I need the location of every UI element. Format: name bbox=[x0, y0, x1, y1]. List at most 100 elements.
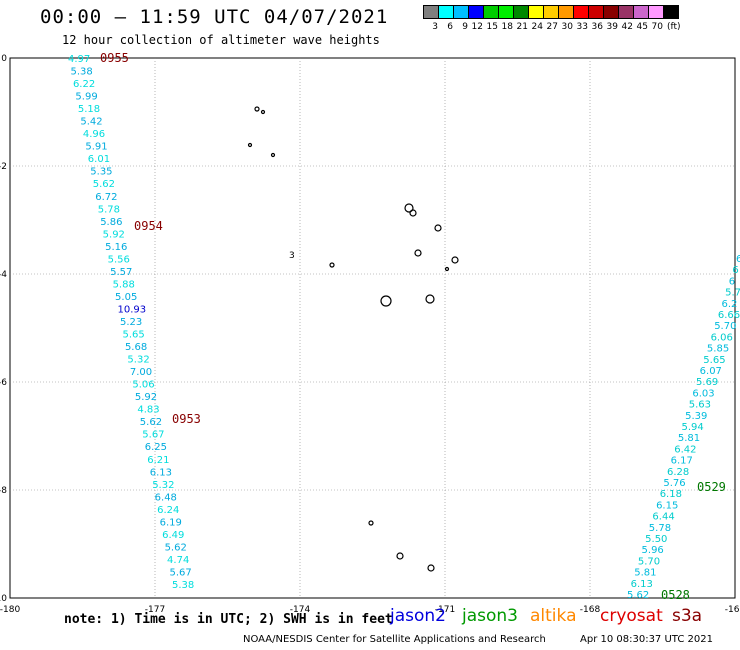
island-outline bbox=[270, 152, 276, 158]
satellite-legend-altika: altika bbox=[530, 606, 577, 626]
island-outline bbox=[254, 106, 260, 112]
island-label: 3 bbox=[289, 251, 295, 261]
wave-height-value: 6.17 bbox=[671, 456, 693, 467]
color-swatch bbox=[663, 5, 679, 19]
wave-height-value: 5.92 bbox=[103, 229, 125, 240]
wave-height-value: 6.72 bbox=[95, 192, 117, 203]
wave-height-value: 5.32 bbox=[152, 480, 174, 491]
wave-height-value: 5.81 bbox=[634, 568, 656, 579]
satellite-legend-s3a: s3a bbox=[672, 606, 703, 626]
wave-height-value: 6 bbox=[736, 254, 740, 265]
color-legend-label: 39 bbox=[606, 22, 618, 32]
wave-height-value: 5.81 bbox=[678, 433, 700, 444]
map-grid bbox=[9, 57, 736, 599]
color-legend-label: 3 bbox=[432, 22, 438, 32]
color-legend-unit: (ft) bbox=[667, 22, 681, 32]
y-tick-label: -10 bbox=[0, 594, 7, 604]
wave-height-value: 10.93 bbox=[118, 304, 147, 315]
island-outline bbox=[444, 266, 450, 272]
color-legend-label: 42 bbox=[621, 22, 633, 32]
wave-height-value: 6.13 bbox=[150, 467, 172, 478]
pass-time-label: 0528 bbox=[661, 588, 690, 602]
wave-height-value: 6.49 bbox=[162, 530, 184, 541]
wave-height-value: 6 bbox=[729, 276, 735, 287]
wave-height-value: 5.62 bbox=[165, 542, 187, 553]
wave-height-value: 5.06 bbox=[132, 380, 154, 391]
wave-height-value: 5.50 bbox=[645, 534, 667, 545]
wave-height-value: 6.06 bbox=[711, 332, 733, 343]
color-legend-label: 24 bbox=[531, 22, 543, 32]
x-tick-label: -180 bbox=[0, 605, 20, 615]
wave-height-value: 6.28 bbox=[667, 467, 689, 478]
wave-height-value: 5.62 bbox=[627, 590, 649, 601]
wave-height-value: 5.7 bbox=[725, 288, 740, 299]
y-tick-label: 0 bbox=[1, 54, 7, 64]
wave-height-value: 5.76 bbox=[663, 478, 685, 489]
color-legend-label: 18 bbox=[501, 22, 513, 32]
wave-height-value: 6.19 bbox=[160, 517, 182, 528]
wave-height-value: 6.21 bbox=[147, 455, 169, 466]
color-legend-label: 30 bbox=[561, 22, 573, 32]
pass-time-label: 0953 bbox=[172, 412, 201, 426]
island-outline bbox=[414, 249, 422, 257]
island-outline bbox=[329, 262, 335, 268]
island-outline bbox=[260, 109, 266, 115]
wave-height-value: 5.63 bbox=[689, 400, 711, 411]
wave-height-value: 4.97 bbox=[68, 54, 90, 65]
wave-height-value: 6.03 bbox=[692, 388, 714, 399]
satellite-legend-jason2: jason2 bbox=[390, 606, 446, 626]
wave-height-value: 5.35 bbox=[90, 167, 112, 178]
color-legend-label: 45 bbox=[636, 22, 648, 32]
wave-height-value: 6.01 bbox=[88, 154, 110, 165]
y-tick-label: -2 bbox=[0, 162, 7, 172]
wave-height-value: 4.74 bbox=[167, 555, 189, 566]
wave-height-value: 5.62 bbox=[140, 417, 162, 428]
wave-height-value: 5.32 bbox=[127, 355, 149, 366]
island-outline bbox=[380, 295, 392, 307]
color-legend-label: 27 bbox=[546, 22, 558, 32]
satellite-legend-cryosat: cryosat bbox=[600, 606, 663, 626]
island-outline bbox=[427, 564, 435, 572]
wave-height-value: 5.05 bbox=[115, 292, 137, 303]
credit-text: NOAA/NESDIS Center for Satellite Applica… bbox=[243, 634, 546, 645]
footer-note: note: 1) Time is in UTC; 2) SWH is in fe… bbox=[64, 612, 393, 627]
x-tick-label: -165 bbox=[725, 605, 740, 615]
island-outline bbox=[247, 142, 253, 148]
wave-height-value: 6.2 bbox=[721, 299, 737, 310]
wave-height-value: 5.23 bbox=[120, 317, 142, 328]
wave-height-value: 6.15 bbox=[656, 500, 678, 511]
x-tick-label: -171 bbox=[435, 605, 455, 615]
wave-height-value: 6.18 bbox=[660, 489, 682, 500]
wave-height-value: 5.62 bbox=[93, 179, 115, 190]
wave-height-value: 5.92 bbox=[135, 392, 157, 403]
wave-height-value: 5.65 bbox=[122, 330, 144, 341]
wave-height-value: 6.24 bbox=[157, 505, 179, 516]
island-outline bbox=[451, 256, 459, 264]
y-tick-label: -6 bbox=[0, 378, 7, 388]
wave-height-value: 5.39 bbox=[685, 411, 707, 422]
wave-height-value: 5.70 bbox=[638, 556, 660, 567]
wave-height-value: 5.85 bbox=[707, 344, 729, 355]
satellite-legend-jason3: jason3 bbox=[462, 606, 518, 626]
pass-time-label: 0955 bbox=[100, 51, 129, 65]
wave-height-value: 5.96 bbox=[642, 545, 664, 556]
wave-height-value: 5.38 bbox=[70, 67, 92, 78]
wave-height-value: 7.00 bbox=[130, 367, 152, 378]
wave-height-value: 5.67 bbox=[170, 567, 192, 578]
wave-height-value: 5.16 bbox=[105, 242, 127, 253]
wave-height-value: 5.69 bbox=[696, 377, 718, 388]
wave-height-value: 5.86 bbox=[100, 217, 122, 228]
wave-height-value: 4.96 bbox=[83, 129, 105, 140]
wave-height-value: 5.18 bbox=[78, 104, 100, 115]
axis-tick-labels: -180 -177 -174 -171 -168 -165 0 -2 -4 -6 -8 -10 bbox=[0, 54, 740, 615]
island-outline bbox=[396, 552, 404, 560]
color-legend-label: 36 bbox=[591, 22, 603, 32]
island-outline bbox=[434, 224, 442, 232]
wave-height-value: 6.25 bbox=[145, 442, 167, 453]
x-tick-label: -174 bbox=[290, 605, 311, 615]
island-outline bbox=[425, 294, 435, 304]
wave-height-value: 5.65 bbox=[703, 355, 725, 366]
wave-height-value: 6.66 bbox=[718, 310, 740, 321]
satellite-tracks: 4.975.386.225.995.185.424.965.916.015.35… bbox=[68, 51, 740, 602]
